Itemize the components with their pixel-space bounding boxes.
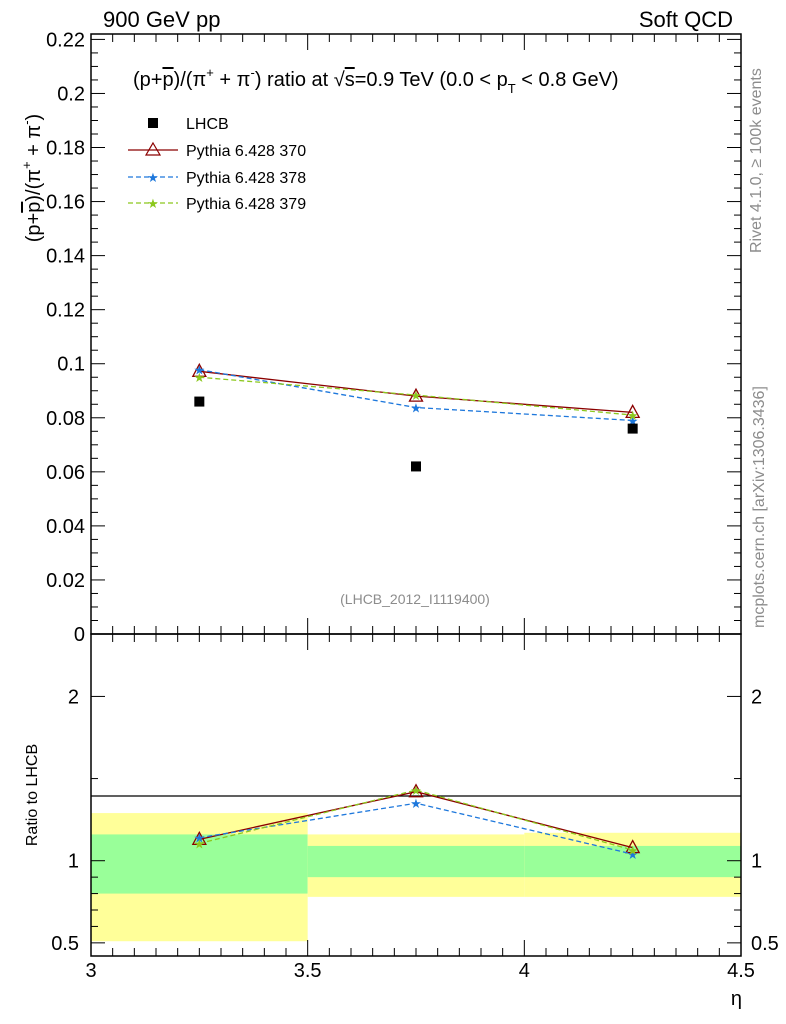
energy-label: 900 GeV pp bbox=[103, 7, 220, 32]
ratio-series-line bbox=[199, 791, 633, 849]
plot-title: (p+p)/(π+ + π-) ratio at √s=0.9 TeV (0.0… bbox=[133, 65, 619, 96]
main-triangle-marker bbox=[625, 404, 641, 419]
legend-marker-378: ★ bbox=[147, 171, 159, 186]
main-star-marker: ★ bbox=[194, 371, 206, 386]
ratio-y-tick-label-right: 1 bbox=[751, 851, 762, 873]
legend-marker-370 bbox=[144, 141, 162, 156]
main-y-tick-label: 0.04 bbox=[46, 516, 85, 538]
legend-label-378: Pythia 6.428 378 bbox=[186, 170, 306, 187]
legend-label-370: Pythia 6.428 370 bbox=[186, 143, 306, 160]
ratio-star-marker: ★ bbox=[410, 797, 422, 812]
ratio-y-axis-label: Ratio to LHCB bbox=[24, 744, 41, 846]
main-series-layer: ★★★★★★ bbox=[191, 362, 641, 472]
ratio-star-marker: ★ bbox=[194, 832, 206, 847]
main-y-tick-label: 0.18 bbox=[46, 138, 85, 160]
main-y-tick-label: 0.14 bbox=[46, 246, 85, 268]
main-star-marker: ★ bbox=[627, 414, 639, 429]
main-series-line bbox=[199, 370, 633, 414]
legend-marker-lhcb bbox=[148, 118, 158, 128]
ratio-star-marker: ★ bbox=[194, 837, 206, 852]
main-star-marker: ★ bbox=[627, 409, 639, 424]
main-y-tick-label: 0.1 bbox=[57, 354, 85, 376]
ratio-uncertainty-bands bbox=[91, 813, 741, 942]
ratio-y-tick-label-right: 0.5 bbox=[751, 933, 779, 955]
ratio-star-marker: ★ bbox=[410, 784, 422, 799]
legend: LHCB Pythia 6.428 370 ★ Pythia 6.428 378… bbox=[128, 116, 306, 213]
inner-band-2 bbox=[524, 845, 741, 878]
main-data-point bbox=[194, 396, 205, 407]
main-star-marker: ★ bbox=[194, 364, 206, 379]
main-y-tick-label: 0.22 bbox=[46, 29, 85, 51]
ratio-series-layer: ★★★★★★ bbox=[191, 783, 641, 863]
axis-ticks: 0 0.02 0.04 0.06 0.08 0.1 0.12 0.14 0.16 0.18 0.2 0… bbox=[46, 29, 779, 982]
ratio-y-tick-label-left: 2 bbox=[68, 686, 79, 708]
main-star-marker: ★ bbox=[410, 389, 422, 404]
legend-label-379: Pythia 6.428 379 bbox=[186, 196, 306, 213]
main-series-line bbox=[199, 369, 633, 422]
main-y-tick-label: 0.02 bbox=[46, 570, 85, 592]
legend-label-lhcb: LHCB bbox=[186, 116, 229, 133]
main-data-point bbox=[627, 423, 638, 434]
main-data-point bbox=[411, 461, 421, 472]
analysis-label: (LHCB_2012_I1119400) bbox=[340, 591, 490, 607]
main-y-tick-label: 0.2 bbox=[57, 83, 85, 105]
main-y-tick-label: 0.16 bbox=[46, 192, 85, 214]
x-tick-label: 3 bbox=[85, 960, 96, 982]
ratio-triangle-marker bbox=[191, 830, 207, 846]
main-y-tick-label: 0.06 bbox=[46, 462, 85, 484]
mcplots-source-label: mcplots.cern.ch [arXiv:1306.3436] bbox=[751, 386, 768, 628]
process-label: Soft QCD bbox=[639, 7, 733, 32]
main-y-tick-label: 0 bbox=[74, 624, 85, 646]
ratio-triangle-marker bbox=[625, 839, 641, 854]
main-y-axis-label: (p+p)/(π+ + π-) bbox=[19, 114, 45, 242]
x-axis-label: η bbox=[731, 988, 742, 1010]
ratio-y-tick-label-right: 2 bbox=[751, 686, 762, 708]
ratio-star-marker: ★ bbox=[627, 848, 639, 863]
ratio-y-tick-label-left: 1 bbox=[68, 851, 79, 873]
main-y-tick-label: 0.08 bbox=[46, 408, 85, 430]
main-series-line bbox=[199, 376, 633, 416]
legend-marker-379: ★ bbox=[147, 197, 159, 212]
x-tick-label: 3.5 bbox=[294, 960, 322, 982]
x-tick-label: 4 bbox=[519, 960, 530, 982]
main-star-marker: ★ bbox=[410, 402, 422, 417]
ratio-star-marker: ★ bbox=[627, 844, 639, 859]
x-tick-label: 4.5 bbox=[727, 960, 755, 982]
ratio-series-line bbox=[199, 789, 633, 851]
inner-band-1 bbox=[307, 845, 525, 878]
ratio-y-tick-label-left: 0.5 bbox=[51, 933, 79, 955]
main-y-tick-label: 0.12 bbox=[46, 300, 85, 322]
rivet-version-label: Rivet 4.1.0, ≥ 100k events bbox=[748, 68, 765, 253]
